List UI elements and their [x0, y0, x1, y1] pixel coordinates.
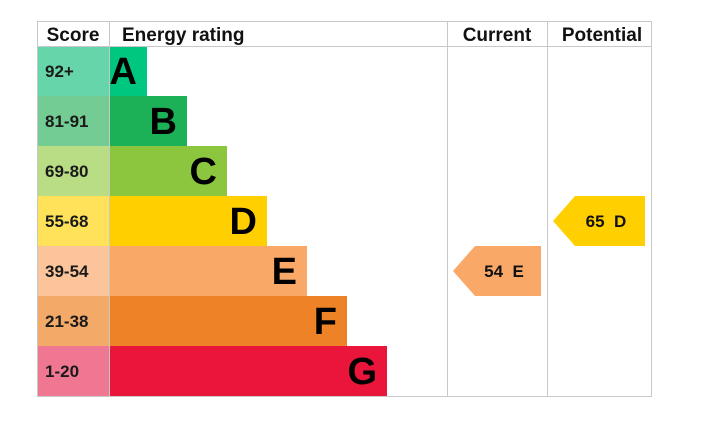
score-range-b: 81-91: [45, 112, 88, 131]
rating-bar-e: [109, 246, 307, 296]
arrows-layer: 54 E 65 D: [453, 196, 645, 296]
score-range-f: 21-38: [45, 312, 88, 331]
potential-rating-arrow: [553, 196, 645, 246]
rating-letter-g: G: [347, 351, 377, 393]
rating-letter-e: E: [272, 251, 297, 293]
energy-rating-column-header: Energy rating: [122, 25, 244, 46]
current-column-header: Current: [463, 25, 532, 46]
score-cell-f: [37, 296, 109, 346]
score-range-e: 39-54: [45, 262, 89, 281]
score-cell-a: [37, 46, 109, 96]
current-rating-arrow: [453, 246, 541, 296]
rating-bar-g: [109, 346, 387, 396]
current-rating-label: 54 E: [484, 262, 524, 281]
rating-bar-d: [109, 196, 267, 246]
rating-bar-b: [109, 96, 187, 146]
score-range-g: 1-20: [45, 362, 79, 381]
rating-letter-d: D: [230, 201, 257, 243]
header-row: Score Energy rating Current Potential: [47, 25, 643, 46]
score-cell-d: [37, 196, 109, 246]
score-range-a: 92+: [45, 62, 74, 81]
rating-letter-a: A: [110, 51, 137, 93]
potential-column-header: Potential: [562, 25, 642, 46]
score-cell-g: [37, 346, 109, 396]
bands-layer: 92+ A 81-91 B 69-80 C 55-68 D 39-54 E 21-38 F 1-20 G: [37, 46, 387, 396]
rating-bar-a: [109, 46, 147, 96]
rating-bar-f: [109, 296, 347, 346]
grid-layer: [37, 21, 652, 397]
score-cell-b: [37, 96, 109, 146]
potential-rating-label: 65 D: [586, 212, 627, 231]
rating-letter-c: C: [190, 151, 217, 193]
chart-border: [37, 21, 652, 397]
score-cell-c: [37, 146, 109, 196]
score-range-d: 55-68: [45, 212, 88, 231]
score-column-header: Score: [47, 25, 100, 46]
score-range-c: 69-80: [45, 162, 88, 181]
rating-letter-b: B: [150, 101, 177, 143]
score-cell-e: [37, 246, 109, 296]
rating-letter-f: F: [314, 301, 337, 343]
rating-bar-c: [109, 146, 227, 196]
